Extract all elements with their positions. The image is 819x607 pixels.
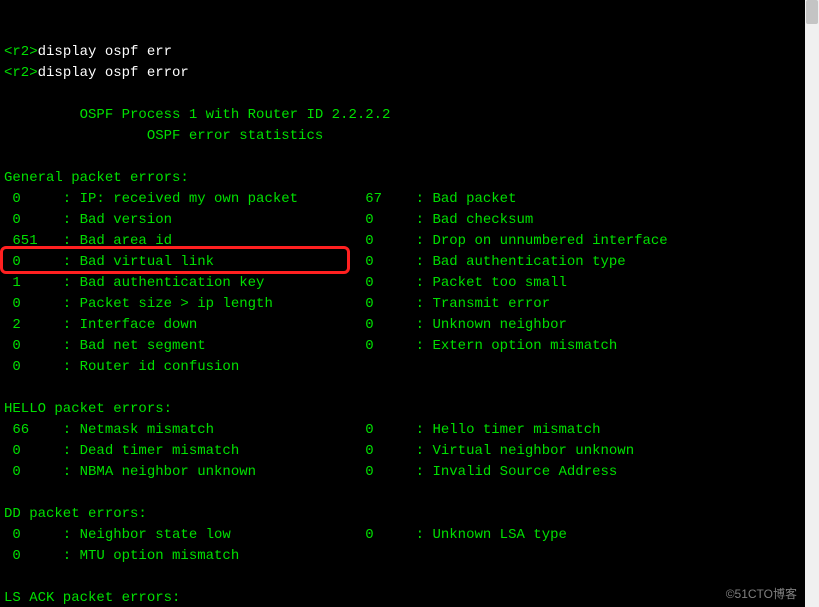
terminal-line	[4, 483, 801, 504]
terminal-line: 0 : IP: received my own packet 67 : Bad …	[4, 189, 801, 210]
terminal-line	[4, 84, 801, 105]
terminal-line: LS ACK packet errors:	[4, 588, 801, 607]
terminal-line: DD packet errors:	[4, 504, 801, 525]
terminal-content: <r2>display ospf err<r2>display ospf err…	[4, 42, 801, 607]
terminal-line: OSPF Process 1 with Router ID 2.2.2.2	[4, 105, 801, 126]
terminal-line: 0 : Router id confusion	[4, 357, 801, 378]
terminal-line: 0 : Dead timer mismatch 0 : Virtual neig…	[4, 441, 801, 462]
terminal-line: 651 : Bad area id 0 : Drop on unnumbered…	[4, 231, 801, 252]
cmd-text: display ospf err	[38, 44, 172, 60]
terminal-line: 0 : NBMA neighbor unknown 0 : Invalid So…	[4, 462, 801, 483]
terminal-line	[4, 378, 801, 399]
scrollbar-track[interactable]	[805, 0, 819, 607]
terminal-line: 0 : MTU option mismatch	[4, 546, 801, 567]
terminal-line: 1 : Bad authentication key 0 : Packet to…	[4, 273, 801, 294]
terminal-line: <r2>display ospf err	[4, 42, 801, 63]
terminal-window: <r2>display ospf err<r2>display ospf err…	[0, 0, 805, 607]
terminal-line: HELLO packet errors:	[4, 399, 801, 420]
terminal-line: 0 : Neighbor state low 0 : Unknown LSA t…	[4, 525, 801, 546]
terminal-line: General packet errors:	[4, 168, 801, 189]
terminal-line: 0 : Bad virtual link 0 : Bad authenticat…	[4, 252, 801, 273]
terminal-line: 0 : Bad net segment 0 : Extern option mi…	[4, 336, 801, 357]
terminal-line: 66 : Netmask mismatch 0 : Hello timer mi…	[4, 420, 801, 441]
terminal-line	[4, 147, 801, 168]
terminal-line: 0 : Bad version 0 : Bad checksum	[4, 210, 801, 231]
terminal-line: OSPF error statistics	[4, 126, 801, 147]
terminal-line: 2 : Interface down 0 : Unknown neighbor	[4, 315, 801, 336]
terminal-line: <r2>display ospf error	[4, 63, 801, 84]
terminal-line	[4, 567, 801, 588]
terminal-line: 0 : Packet size > ip length 0 : Transmit…	[4, 294, 801, 315]
scrollbar-thumb[interactable]	[806, 0, 818, 24]
cmd-text: display ospf error	[38, 65, 189, 81]
watermark-text: ©51CTO博客	[726, 584, 797, 605]
